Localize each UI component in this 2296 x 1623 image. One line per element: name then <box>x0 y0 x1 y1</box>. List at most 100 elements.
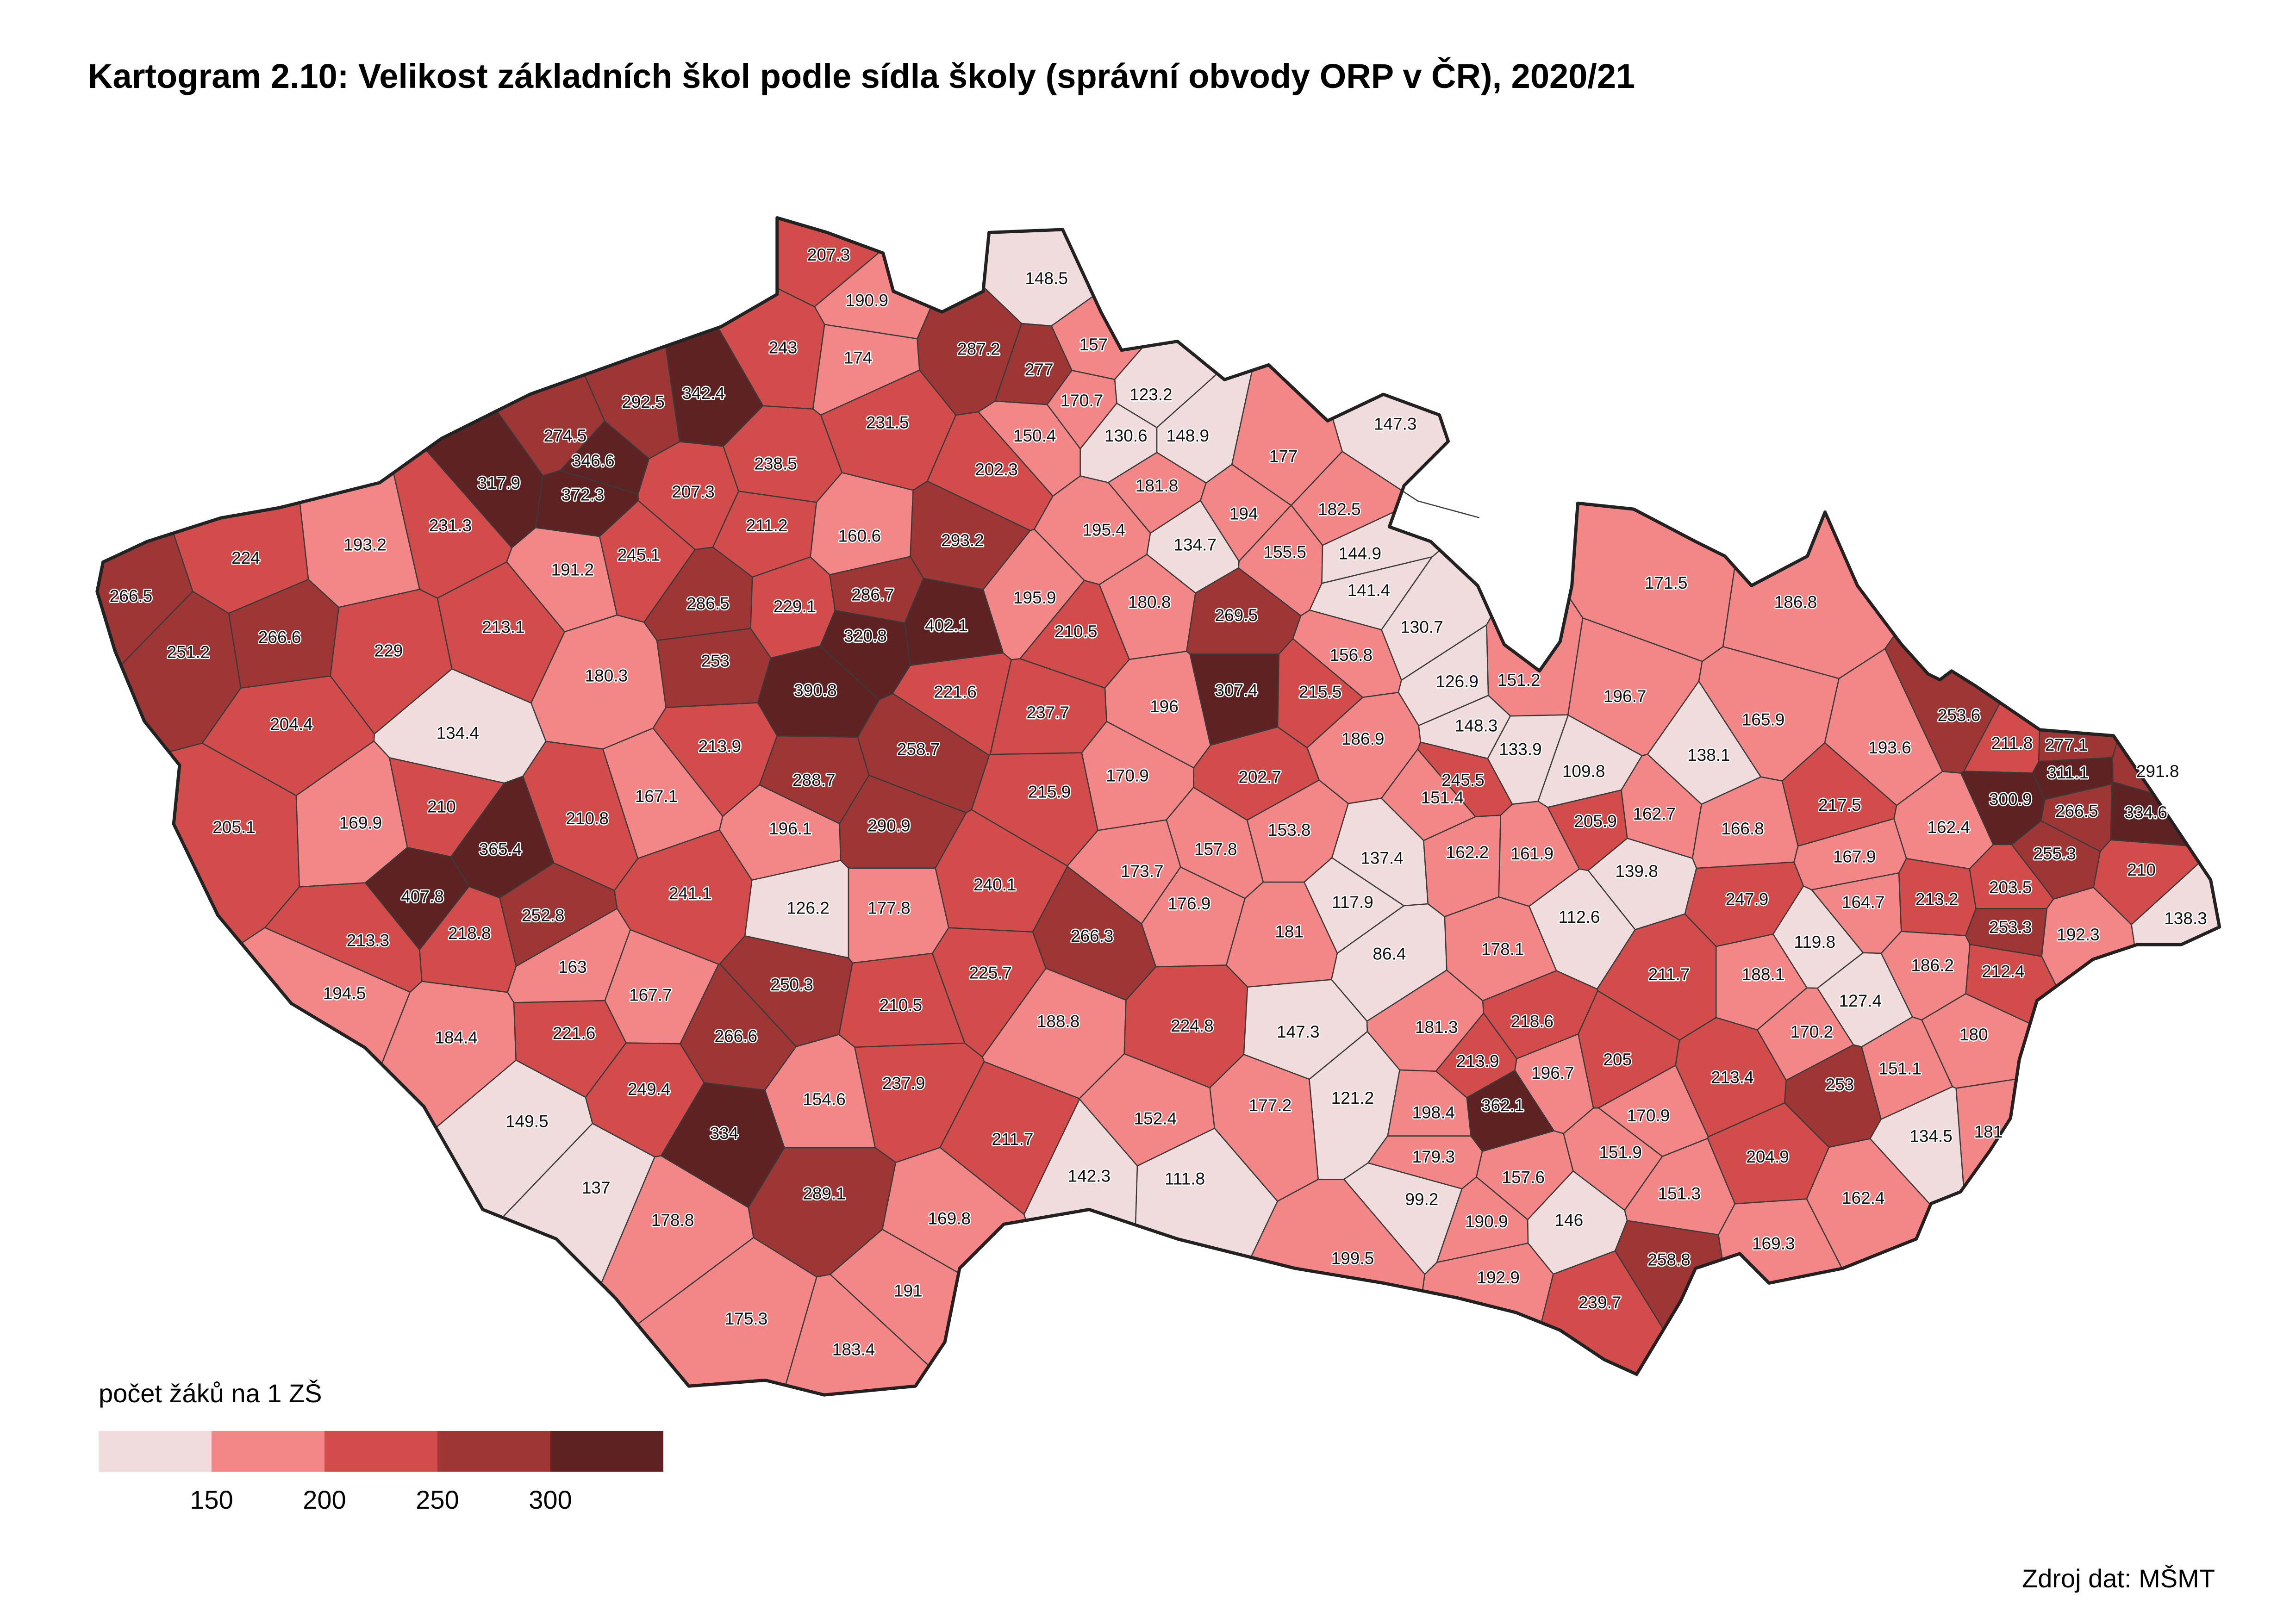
region-label: 307.4 <box>1215 681 1258 700</box>
region-label: 126.2 <box>786 899 830 918</box>
region-label: 165.9 <box>1742 710 1785 729</box>
region-label: 141.4 <box>1348 581 1391 600</box>
region-label: 138.1 <box>1687 746 1730 765</box>
region-label: 253.6 <box>1938 706 1981 725</box>
region-label: 151.3 <box>1658 1184 1701 1203</box>
region-label: 286.5 <box>686 594 730 613</box>
legend-swatch <box>212 1431 324 1472</box>
region-label: 150.4 <box>1013 426 1056 445</box>
region-label: 277.1 <box>2045 735 2088 754</box>
region-label: 390.8 <box>794 681 837 700</box>
region-label: 142.3 <box>1068 1166 1111 1185</box>
region-label: 210.5 <box>1054 622 1098 641</box>
region-label: 231.5 <box>866 413 909 432</box>
region-label: 155.5 <box>1263 542 1306 561</box>
region-label: 217.5 <box>1818 796 1861 815</box>
region-label: 210.8 <box>566 809 609 828</box>
region-label: 161.9 <box>1511 844 1554 863</box>
region-label: 211.7 <box>1648 965 1690 984</box>
region-label: 147.3 <box>1277 1022 1320 1041</box>
region-label: 127.4 <box>1839 991 1882 1010</box>
region-label: 186.8 <box>1774 592 1817 611</box>
region-label: 163 <box>558 958 587 976</box>
region-label: 148.5 <box>1025 269 1068 288</box>
region-label: 311.1 <box>2047 763 2089 782</box>
region-label: 213.1 <box>482 617 525 636</box>
region-label: 210.5 <box>880 996 923 1015</box>
region-label: 258.7 <box>897 740 940 759</box>
region-label: 181.3 <box>1415 1018 1458 1037</box>
region-label: 177.2 <box>1249 1096 1292 1115</box>
region-label: 117.9 <box>1332 893 1373 912</box>
region-label: 213.9 <box>1456 1051 1499 1070</box>
region-label: 178.8 <box>651 1211 694 1230</box>
region-label: 180 <box>1959 1025 1988 1044</box>
legend-swatch <box>99 1431 212 1472</box>
region-label: 238.5 <box>754 454 797 473</box>
region-label: 169.3 <box>1752 1234 1795 1253</box>
region-label: 229.1 <box>774 597 817 616</box>
region-label: 289.1 <box>803 1184 846 1203</box>
region-label: 192.9 <box>1477 1268 1520 1287</box>
region-label: 213.9 <box>698 737 741 756</box>
region-label: 167.1 <box>635 787 678 806</box>
region-label: 255.3 <box>2033 844 2076 863</box>
legend-tick-label: 300 <box>529 1485 572 1514</box>
region-label: 139.8 <box>1615 862 1658 881</box>
region-label: 157.8 <box>1194 840 1237 859</box>
region-label: 334 <box>710 1124 738 1143</box>
region-label: 300.9 <box>1989 790 2032 808</box>
region-label: 162.4 <box>1842 1188 1885 1207</box>
region-label: 407.8 <box>401 887 444 906</box>
region-label: 253 <box>1825 1075 1854 1094</box>
region-label: 199.5 <box>1331 1249 1374 1268</box>
region-label: 250.3 <box>770 975 813 994</box>
region-label: 247.9 <box>1726 890 1769 909</box>
region-label: 221.6 <box>553 1024 596 1043</box>
region-label: 178.1 <box>1481 940 1524 959</box>
region-label: 266.6 <box>714 1026 757 1045</box>
region-label: 157.6 <box>1502 1168 1545 1187</box>
region-label: 245.1 <box>618 546 661 565</box>
region-label: 170.2 <box>1791 1022 1834 1041</box>
region-label: 188.8 <box>1037 1012 1080 1031</box>
region-label: 173.7 <box>1121 862 1164 881</box>
region-label: 372.3 <box>562 485 605 504</box>
legend-tick-label: 150 <box>190 1485 233 1514</box>
region-label: 194.5 <box>323 984 366 1003</box>
region-label: 215.5 <box>1299 682 1342 701</box>
region-label: 193.6 <box>1868 738 1911 757</box>
region-label: 186.2 <box>1911 956 1954 975</box>
region-label: 151.2 <box>1497 671 1541 690</box>
region-label: 148.3 <box>1455 716 1498 735</box>
region-label: 133.9 <box>1499 740 1542 759</box>
region-label: 212.4 <box>1982 962 2025 981</box>
region-label: 290.9 <box>867 816 911 835</box>
region-labels: 207.3 190.9 148.5 243 174 287.2 277 157 123.2 170… <box>108 244 2208 1361</box>
region-label: 269.5 <box>1215 606 1258 625</box>
region-label: 151.1 <box>1878 1059 1922 1078</box>
region-label: 204.9 <box>1746 1147 1789 1166</box>
region-label: 169.8 <box>928 1209 971 1228</box>
region-label: 196 <box>1150 697 1179 716</box>
region-label: 221.6 <box>934 682 977 701</box>
region-label: 138.3 <box>2164 909 2207 928</box>
region-label: 147.3 <box>1374 415 1417 434</box>
region-label: 134.7 <box>1173 535 1217 554</box>
region-label: 134.5 <box>1909 1127 1953 1146</box>
region-label: 121.2 <box>1331 1088 1374 1107</box>
region-label: 176.9 <box>1168 894 1211 913</box>
region-label: 362.1 <box>1481 1096 1524 1115</box>
region-label: 170.9 <box>1106 766 1149 785</box>
region-label: 224.8 <box>1171 1016 1214 1035</box>
region-label: 99.2 <box>1405 1190 1438 1209</box>
regions <box>95 216 2221 1397</box>
region-label: 210 <box>427 797 456 816</box>
region-label: 253.3 <box>1989 918 2032 937</box>
region-label: 320.8 <box>844 626 887 645</box>
region-label: 205 <box>1603 1050 1632 1069</box>
region-label: 213.2 <box>1915 890 1959 909</box>
region-label: 137 <box>582 1178 611 1197</box>
region-label: 207.3 <box>807 245 850 264</box>
region-label: 277 <box>1025 360 1054 379</box>
